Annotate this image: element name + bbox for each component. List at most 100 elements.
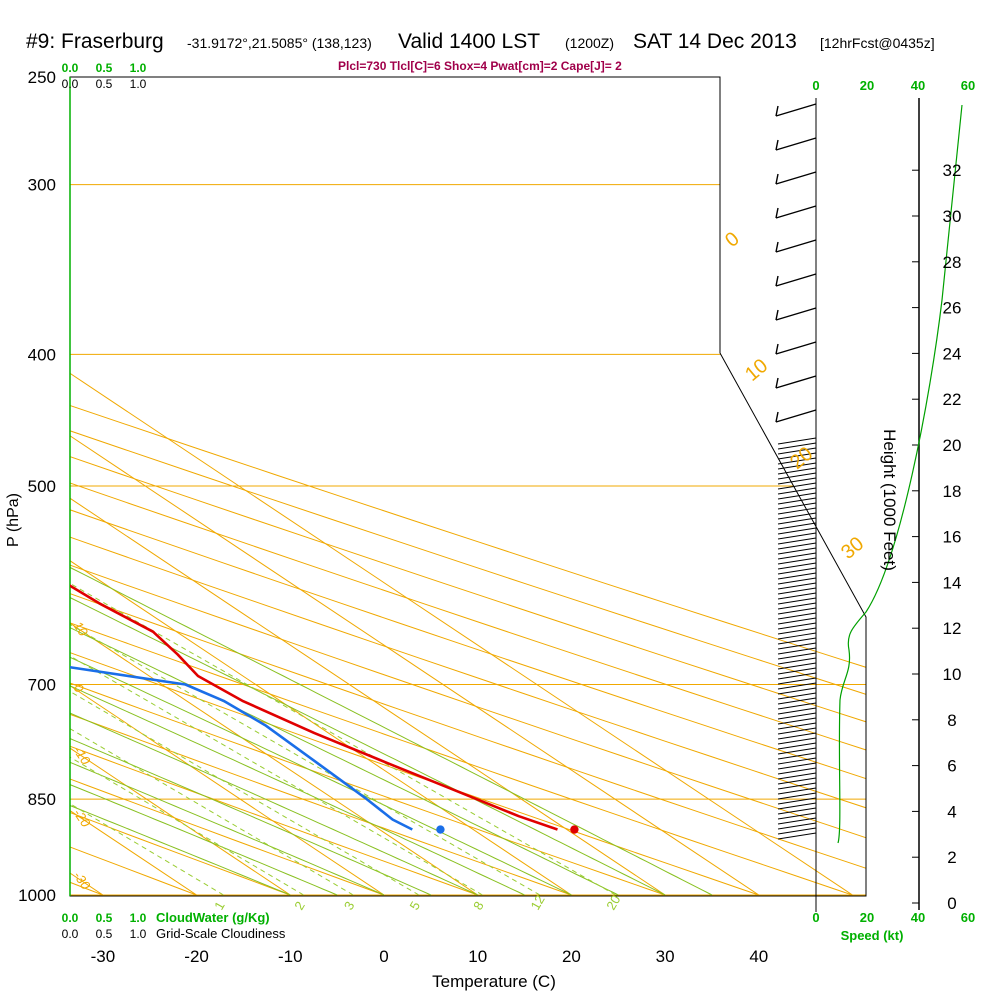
wind-barb [777,707,817,715]
wind-barb [777,687,817,695]
pressure-tick-label: 400 [28,345,56,364]
theta-label: 30 [837,533,868,564]
isotherm-label: -30 [71,868,94,893]
wind-barb [777,612,817,620]
height-tick-label: 20 [943,436,962,455]
height-tick-label: 32 [943,161,962,180]
height-tick-label: 22 [943,390,962,409]
temperature-tick-label: 20 [562,947,581,966]
wind-barb [777,572,817,580]
cloudiness-scale-top: 0.0 [62,77,79,91]
wind-barb [777,697,817,705]
wind-barb [777,557,817,565]
wind-barb-flag [775,309,779,321]
wind-barb [777,662,817,670]
wind-barb [777,747,817,755]
temperature-surface-marker [570,825,579,834]
mixing-ratio-label: 12 [528,892,548,912]
cloudiness-scale-top: 1.0 [130,77,147,91]
wind-barb [777,532,817,540]
wind-barb [777,792,817,800]
wind-barb-flag [775,241,779,253]
speed-tick-bottom: 20 [860,910,874,925]
isotherm [70,77,478,896]
speed-tick-bottom: 60 [961,910,975,925]
dry-adiabat [70,77,866,896]
pressure-tick-label: 1000 [18,886,56,905]
wind-barb [777,802,817,810]
wind-barb [775,137,817,151]
wind-barb [777,477,817,485]
wind-barb [777,587,817,595]
temperature-tick-label: 0 [379,947,388,966]
pressure-tick-label: 250 [28,68,56,87]
dry-adiabat [70,77,866,896]
dry-adiabat [70,77,749,896]
wind-barb [777,552,817,560]
isotherm [70,77,853,896]
valid-zulu: (1200Z) [565,35,615,51]
wind-barb-flag [775,275,779,287]
temperature-tick-label: -10 [278,947,303,966]
wind-barb-flag [775,105,779,117]
height-tick-label: 10 [943,665,962,684]
moist-adiabat [70,77,338,896]
wind-barb [775,171,817,185]
sounding-params: Plcl=730 Tlcl[C]=6 Shox=4 Pwat[cm]=2 Cap… [338,59,622,73]
wind-barb-flag [775,173,779,185]
wind-barb [777,592,817,600]
wind-barb [777,657,817,665]
wind-barb [777,497,817,505]
wind-barb [775,409,817,423]
y-axis-title: P (hPa) [5,493,22,547]
speed-axis-title: Speed (kt) [841,928,904,943]
wind-barb [777,782,817,790]
wind-barb [777,582,817,590]
temperature-tick-label: -30 [91,947,116,966]
station-coords: -31.9172°,21.5085° (138,123) [187,35,372,51]
wind-barb [777,442,817,450]
cloudwater-scale-bottom: 0.0 [62,911,79,925]
height-tick-label: 30 [943,207,962,226]
dry-adiabat [70,77,866,896]
wind-barb [777,757,817,765]
height-tick-label: 2 [947,848,956,867]
moist-adiabat [70,77,291,896]
wind-barb [777,667,817,675]
wind-barb [777,777,817,785]
wind-barb [777,517,817,525]
dry-adiabat [70,77,866,896]
wind-barb [777,752,817,760]
isotherm [70,77,385,896]
wind-barb [777,692,817,700]
moist-adiabat [70,77,572,896]
cloudiness-scale-bottom: 0.5 [96,927,113,941]
temperature-tick-label: 10 [468,947,487,966]
wind-barb [777,807,817,815]
cloudwater-scale-top: 1.0 [130,61,147,75]
theta-label: 0 [721,228,744,252]
wind-barb [777,492,817,500]
wind-barb [777,767,817,775]
dry-adiabat [70,77,464,896]
wind-barb [777,742,817,750]
pressure-tick-label: 700 [28,676,56,695]
isotherm-label: -20 [71,806,94,831]
pressure-tick-label: 850 [28,790,56,809]
mixing-ratio-line [70,353,616,896]
wind-barb [777,632,817,640]
wind-barb [777,547,817,555]
wind-barb [775,103,817,117]
wind-barb [777,647,817,655]
pressure-tick-label: 300 [28,176,56,195]
isotherm [70,77,760,896]
dry-adiabat [70,77,866,896]
height-tick-label: 16 [943,528,962,547]
wind-barb [777,617,817,625]
wind-barb [777,827,817,835]
valid-time: Valid 1400 LST [398,30,541,53]
moist-adiabat [70,77,525,896]
height-axis-title: Height (1000 Feet) [880,429,899,571]
wind-barb [777,542,817,550]
